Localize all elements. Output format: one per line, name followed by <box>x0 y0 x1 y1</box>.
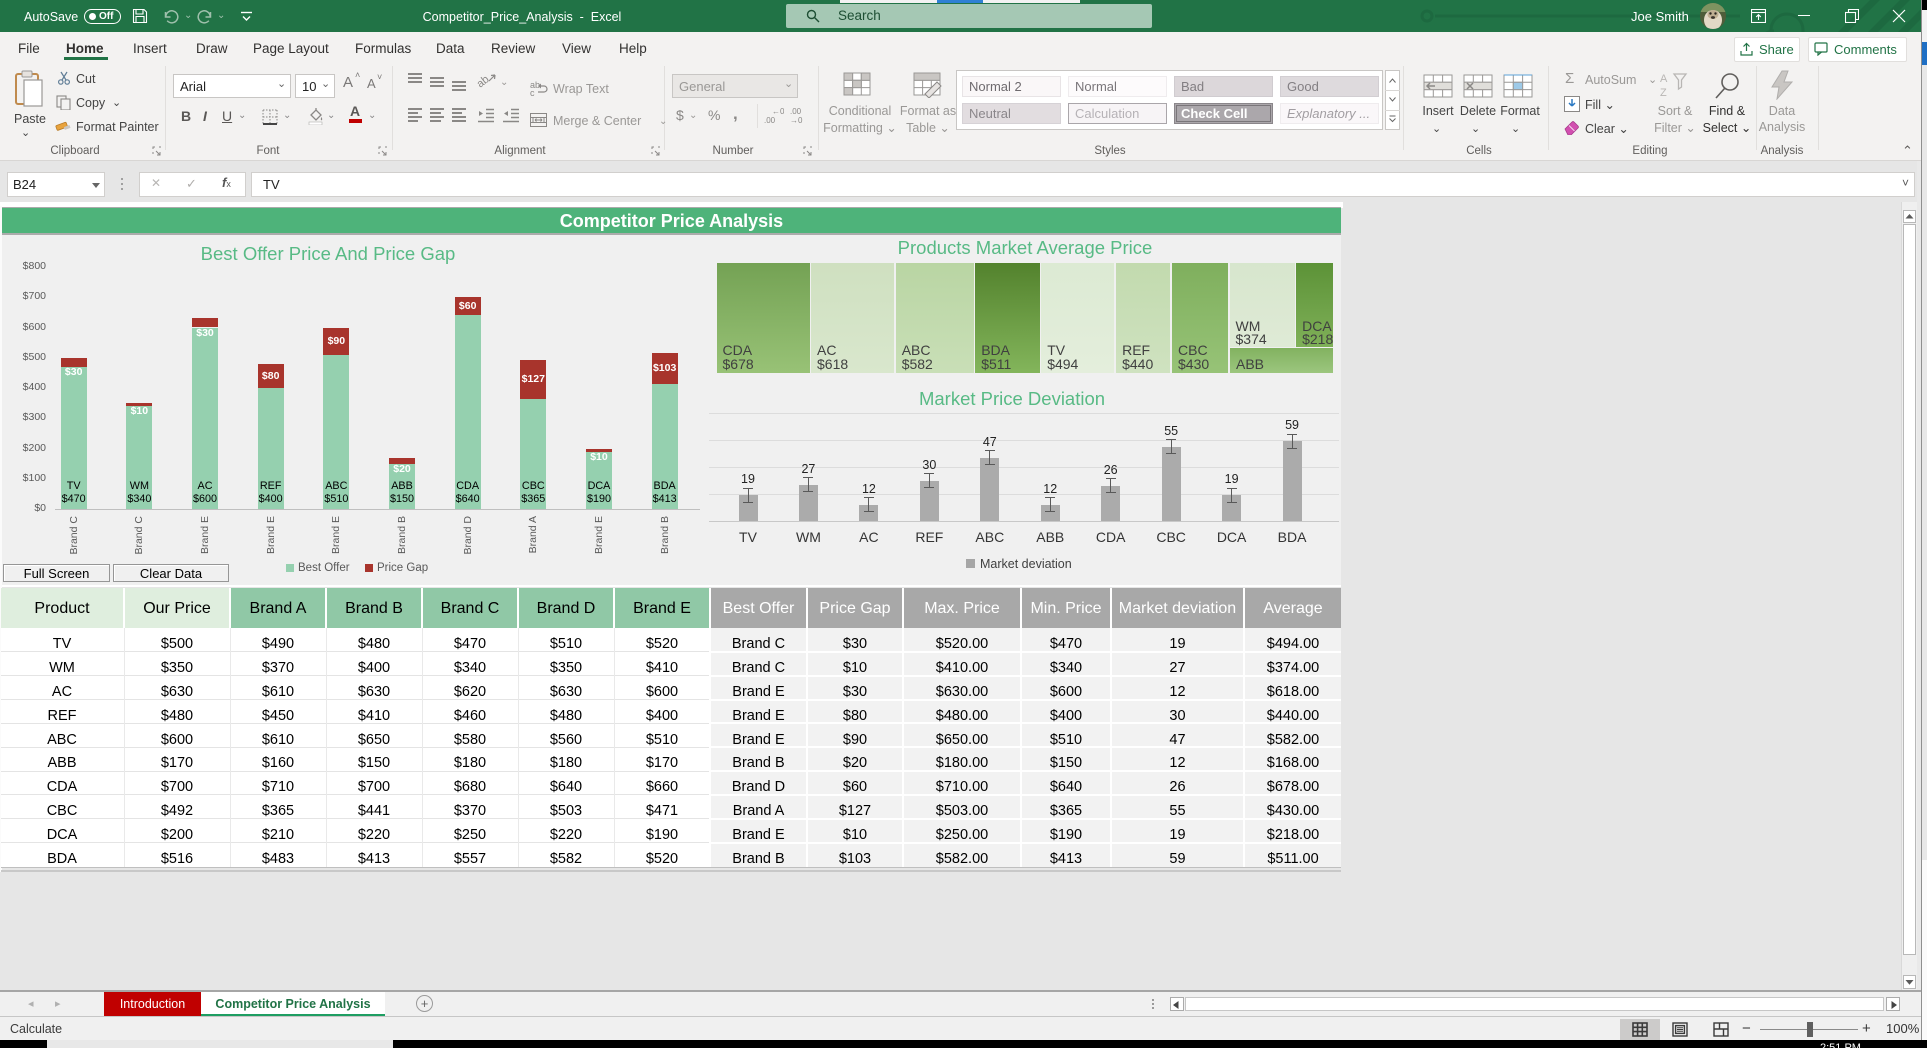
svg-text:ab: ab <box>476 73 492 90</box>
svg-text:c: c <box>530 88 535 96</box>
svg-text:←0: ←0 <box>772 107 784 116</box>
svg-text:Z: Z <box>1660 87 1667 98</box>
svg-text:ab: ab <box>530 80 540 90</box>
svg-text:.00: .00 <box>764 116 776 124</box>
svg-text:A: A <box>1660 73 1668 85</box>
svg-text:.00: .00 <box>790 107 802 116</box>
svg-text:→0: →0 <box>790 116 803 124</box>
